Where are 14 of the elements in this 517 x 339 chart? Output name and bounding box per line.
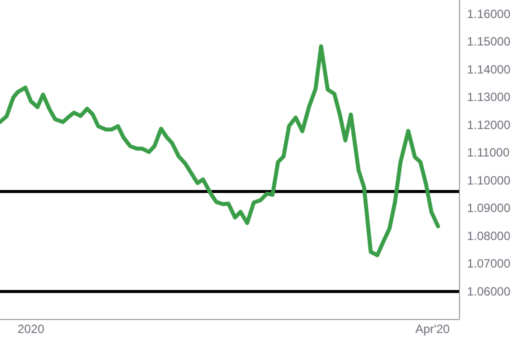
y-tick-label: 1.16000 xyxy=(467,6,511,21)
y-tick-label: 1.10000 xyxy=(467,173,511,188)
y-tick-label: 1.14000 xyxy=(467,62,511,76)
y-tick-label: 1.11000 xyxy=(467,146,510,160)
line-series xyxy=(0,44,440,258)
x-tick-label: 2020 xyxy=(18,322,45,336)
y-tick-label: 1.15000 xyxy=(467,34,511,49)
y-tick-label: 1.08000 xyxy=(467,228,511,243)
y-tick-label: 1.09000 xyxy=(467,201,511,216)
y-tick-label: 1.12000 xyxy=(467,118,511,132)
y-tick-label: 1.06000 xyxy=(467,284,511,298)
y-tick-label: 1.13000 xyxy=(467,90,511,104)
x-tick-label: Apr'20 xyxy=(415,322,450,336)
y-tick-label: 1.07000 xyxy=(467,256,511,271)
